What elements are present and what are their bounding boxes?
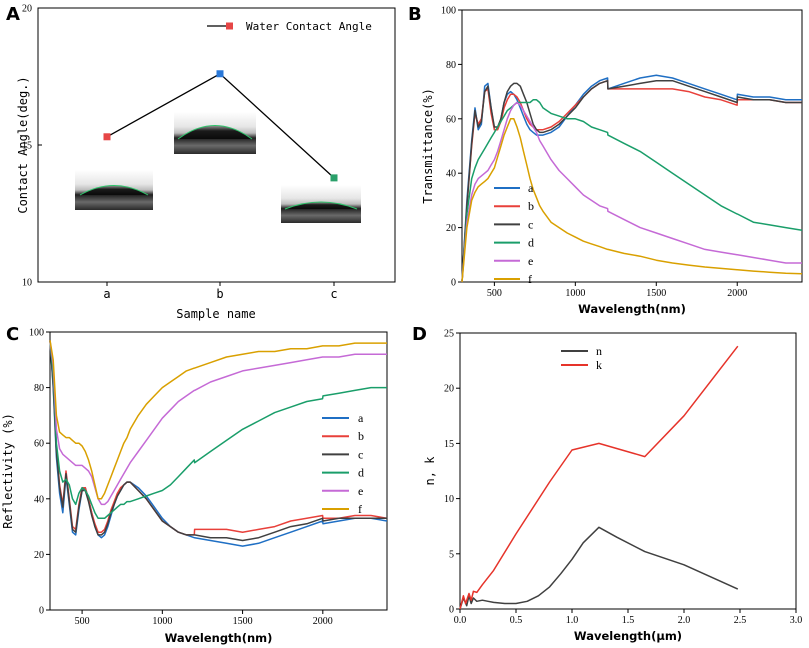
series-line-c — [461, 79, 802, 283]
x-tick-label: 1000 — [565, 288, 585, 299]
y-tick-label: 100 — [29, 328, 44, 339]
y-tick-label: 10 — [22, 278, 32, 289]
y-tick-label: 100 — [441, 6, 456, 17]
legend-label-e: e — [358, 484, 363, 498]
legend-label-f: f — [358, 502, 362, 516]
y-tick-label: 20 — [22, 4, 32, 15]
y-tick-label: 40 — [34, 494, 44, 505]
y-tick-label: 10 — [444, 494, 454, 505]
legend-label-e: e — [528, 254, 533, 268]
y-axis-label: Contact Angle(deg.) — [16, 76, 30, 213]
data-point-b — [216, 70, 224, 78]
y-tick-label: 20 — [34, 550, 44, 561]
x-tick-label: 1.0 — [566, 615, 579, 626]
panel-label-a: A — [6, 4, 20, 25]
y-tick-label: 20 — [446, 223, 456, 234]
series-line-b — [461, 79, 802, 283]
legend-label-a: Water Contact Angle — [246, 20, 372, 33]
x-tick-label: 2000 — [727, 288, 747, 299]
x-tick-label: a — [103, 287, 110, 301]
legend-label-d: d — [528, 236, 534, 250]
x-tick-label: 2.5 — [734, 615, 747, 626]
y-axis-label: Transmittance(%) — [421, 88, 435, 204]
x-tick-label: 1.5 — [622, 615, 635, 626]
y-tick-label: 0 — [451, 278, 456, 289]
series-line-n — [459, 526, 739, 610]
y-tick-label: 0 — [39, 606, 44, 617]
x-tick-label: 1500 — [233, 616, 253, 627]
series-line-f — [49, 340, 387, 500]
x-tick-label: 3.0 — [790, 615, 803, 626]
panel-label-c: C — [6, 324, 19, 345]
y-axis-label: n, k — [423, 456, 437, 486]
series-line-a — [49, 340, 388, 547]
legend-marker-a — [226, 22, 233, 30]
y-axis-label: Reflectivity (%) — [1, 413, 15, 529]
x-axis-label: Wavelength(μm) — [574, 629, 682, 643]
legend-label-b: b — [528, 199, 534, 213]
data-point-a — [103, 133, 111, 141]
droplet-image-b — [174, 112, 256, 154]
x-axis-label: Wavelength(nm) — [578, 302, 686, 316]
series-line-k — [459, 345, 739, 610]
y-tick-label: 5 — [449, 549, 454, 560]
panel-b-transmittance-chart: 500 1000 1500 2000 0 20 40 60 80 100 Wavelength(nm… — [421, 6, 803, 316]
x-tick-label: 0.0 — [454, 615, 467, 626]
series-line-d — [49, 340, 387, 520]
y-tick-label: 60 — [34, 439, 44, 450]
x-tick-label: 500 — [75, 616, 90, 627]
x-axis-label: Sample name — [176, 307, 255, 321]
legend-label-n: n — [596, 344, 602, 358]
y-tick-label: 15 — [444, 439, 454, 450]
y-tick-label: 20 — [444, 384, 454, 395]
series-line-d — [461, 99, 803, 283]
x-tick-label: 500 — [487, 288, 502, 299]
panel-label-d: D — [412, 324, 427, 345]
legend-label-a: a — [358, 411, 364, 425]
data-point-c — [330, 174, 338, 182]
y-tick-label: 80 — [34, 383, 44, 394]
x-axis-label: Wavelength(nm) — [165, 631, 273, 645]
panel-d-nk-chart: 0.0 0.5 1.0 1.5 2.0 2.5 3.0 0 5 10 15 20 25 Wavelengt… — [423, 329, 802, 644]
x-tick-label: c — [330, 287, 337, 301]
y-tick-label: 15 — [22, 141, 32, 152]
x-tick-label: b — [216, 287, 223, 301]
droplet-image-c — [281, 185, 361, 223]
x-tick-label: 0.5 — [510, 615, 523, 626]
droplet-image-a — [75, 170, 153, 210]
legend-label-b: b — [358, 429, 364, 443]
plot-frame-c — [49, 331, 388, 611]
panel-label-b: B — [408, 4, 422, 25]
x-tick-label: 2.0 — [678, 615, 691, 626]
series-line-f — [461, 118, 803, 283]
y-tick-label: 60 — [446, 114, 456, 125]
series-line-e — [461, 101, 802, 283]
legend-label-d: d — [358, 466, 364, 480]
x-tick-label: 2000 — [313, 616, 333, 627]
x-tick-label: 1000 — [152, 616, 172, 627]
x-tick-label: 1500 — [646, 288, 666, 299]
y-tick-label: 80 — [446, 60, 456, 71]
legend-label-a: a — [528, 181, 534, 195]
legend-label-k: k — [596, 358, 602, 372]
plot-frame-b — [461, 9, 803, 283]
series-line-b — [49, 340, 388, 536]
legend-label-c: c — [528, 217, 533, 231]
series-line-e — [49, 340, 387, 506]
legend-label-c: c — [358, 447, 363, 461]
series-line-c — [49, 340, 387, 542]
y-tick-label: 0 — [449, 605, 454, 616]
legend-a: Water Contact Angle — [207, 20, 372, 33]
y-tick-label: 40 — [446, 169, 456, 180]
y-tick-label: 25 — [444, 329, 454, 340]
panel-c-reflectivity-chart: 500 1000 1500 2000 0 20 40 60 80 100 Wavelength(nm… — [1, 328, 388, 645]
legend-label-f: f — [528, 272, 532, 286]
plot-frame-d — [459, 332, 797, 610]
